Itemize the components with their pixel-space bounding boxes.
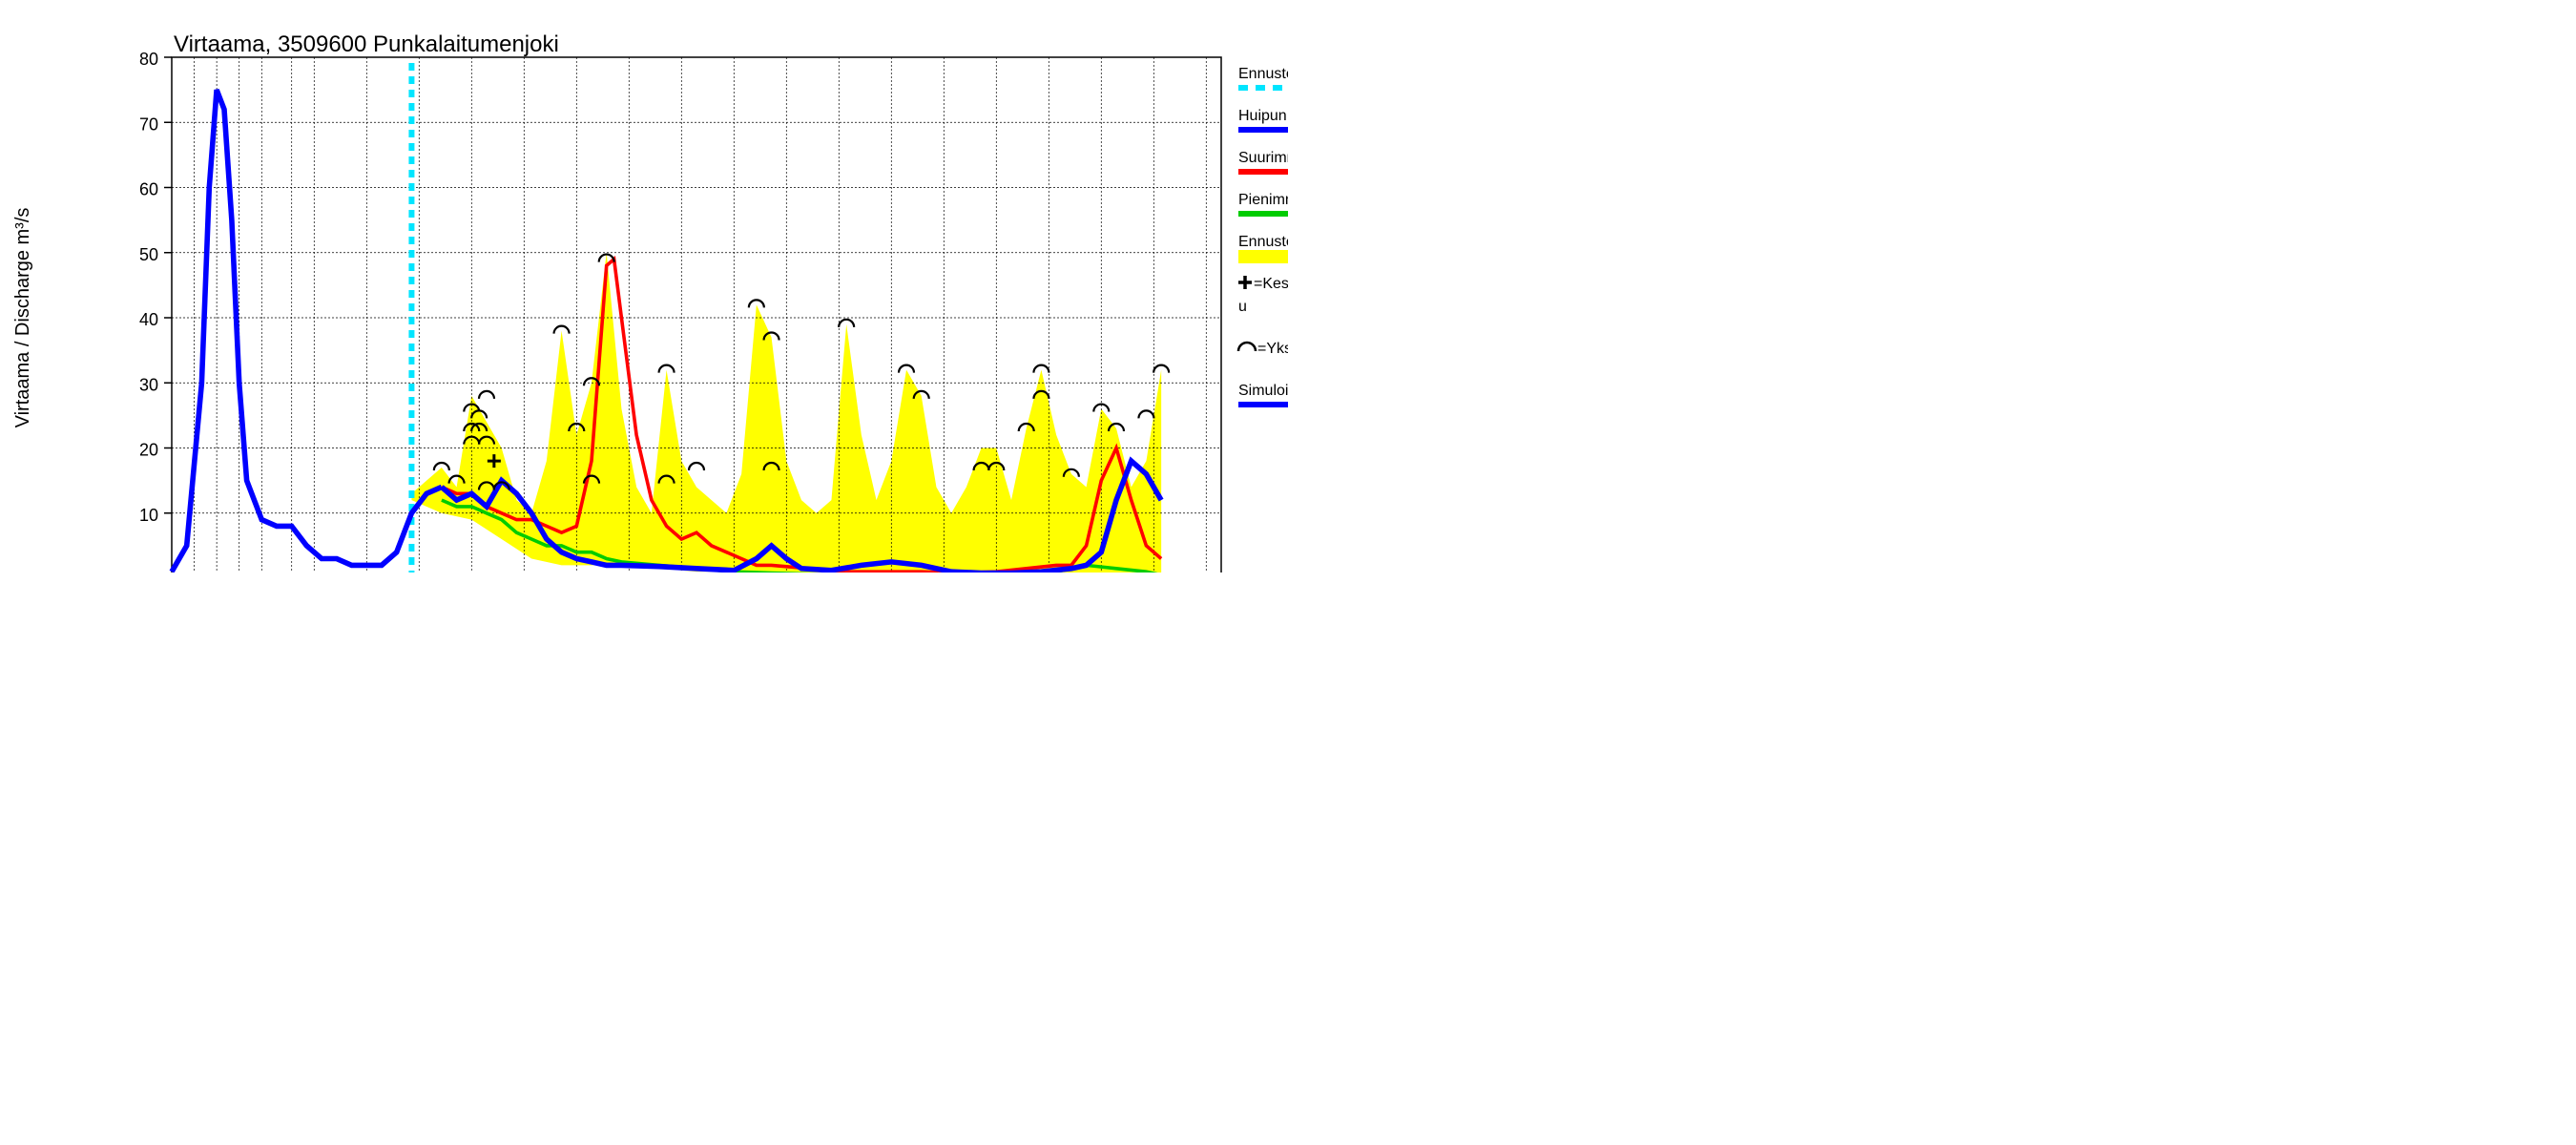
legend-label: Ennusteen vaihteluväli: [1238, 234, 1288, 250]
legend-label: Suurimman huipun ennuste: [1238, 150, 1288, 166]
ytick-label: 30: [139, 375, 158, 394]
legend-swatch: [1238, 250, 1288, 263]
chart-title: Virtaama, 3509600 Punkalaitumenjoki: [174, 31, 559, 57]
legend-label: Pienimmän huipun ennuste: [1238, 192, 1288, 208]
ytick-label: 20: [139, 441, 158, 460]
legend-label: =Yksittäinen huippu: [1257, 341, 1288, 357]
ytick-label: 80: [139, 50, 158, 69]
legend-label: =Keskimääräinen huipp: [1254, 276, 1288, 292]
ytick-label: 0: [149, 571, 158, 572]
legend-label: u: [1238, 299, 1247, 315]
legend-label: Huipun keskiennuste: [1238, 108, 1288, 124]
ytick-label: 10: [139, 506, 158, 525]
discharge-chart: 01020304050607080Joulukuu2024Tammikuu202…: [0, 0, 1288, 572]
y-axis-label: Virtaama / Discharge m³/s: [12, 208, 33, 428]
legend-label: Simuloitu historia: [1238, 383, 1288, 399]
legend-label: Ennusteen alku: [1238, 66, 1288, 82]
ytick-label: 60: [139, 180, 158, 199]
ytick-label: 40: [139, 310, 158, 329]
ytick-label: 70: [139, 114, 158, 134]
ytick-label: 50: [139, 245, 158, 264]
